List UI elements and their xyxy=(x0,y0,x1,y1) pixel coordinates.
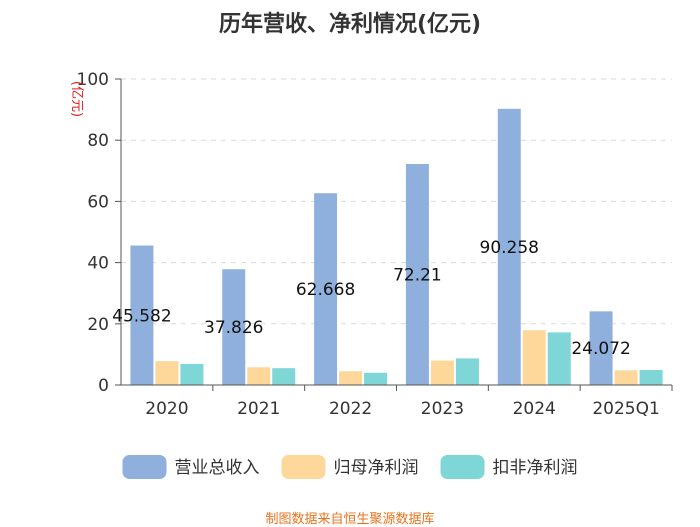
data-label: 45.582 xyxy=(112,306,171,326)
chart: 0 20 40 60 80 100(亿元) 2020 2021 2022 2023 2024 2025… xyxy=(69,70,673,479)
x-tick-label: 2023 xyxy=(421,399,464,419)
data-labels: 45.582 37.826 62.668 72.21 90.258 24.072 xyxy=(112,238,631,359)
x-tick-label: 2020 xyxy=(145,399,188,419)
bar-1 xyxy=(405,164,429,385)
bar-2 xyxy=(522,330,546,385)
data-label: 62.668 xyxy=(296,280,355,300)
bar-2 xyxy=(339,371,363,385)
footer-source: 制图数据来自恒生聚源数据库 xyxy=(265,512,435,527)
legend-label: 归母净利润 xyxy=(334,458,419,478)
y-tick-label: 0 xyxy=(98,376,109,396)
axes: 0 20 40 60 80 100(亿元) 2020 2021 2022 2023 2024 2025… xyxy=(69,70,673,419)
bar-1 xyxy=(222,269,246,385)
bar-3 xyxy=(180,363,204,385)
chart-title: 历年营收、净利情况(亿元) xyxy=(218,12,482,37)
legend-swatch xyxy=(122,455,167,479)
bar-3 xyxy=(547,332,571,385)
bar-3 xyxy=(272,368,296,385)
bar-2 xyxy=(155,361,179,385)
bar-1 xyxy=(497,108,521,385)
bar-2 xyxy=(614,370,638,385)
y-tick-label: 40 xyxy=(87,254,109,274)
bar-1 xyxy=(314,193,338,385)
data-label: 72.21 xyxy=(393,266,442,286)
legend: 营业总收入 归母净利润 扣非净利润 xyxy=(122,455,578,479)
data-label: 90.258 xyxy=(480,238,539,258)
x-tick-label: 2021 xyxy=(237,399,280,419)
x-tick-label: 2025Q1 xyxy=(592,399,659,419)
y-tick-label: 20 xyxy=(87,315,109,335)
bar-2 xyxy=(247,367,271,385)
bars xyxy=(130,108,663,385)
legend-label: 营业总收入 xyxy=(175,458,260,478)
bar-2 xyxy=(430,360,454,385)
data-label: 37.826 xyxy=(204,318,263,338)
data-label: 24.072 xyxy=(571,339,630,359)
x-tick-label: 2022 xyxy=(329,399,372,419)
y-tick-label: 60 xyxy=(87,192,109,212)
legend-swatch xyxy=(440,455,485,479)
legend-swatch xyxy=(281,455,326,479)
y-axis-label: (亿元) xyxy=(69,81,84,117)
bar-1 xyxy=(130,245,154,385)
bar-1 xyxy=(589,311,613,385)
y-tick-label: 100 xyxy=(77,70,109,90)
grid-lines xyxy=(121,78,672,325)
y-tick-label: 80 xyxy=(87,131,109,151)
bar-3 xyxy=(639,370,663,385)
bar-3 xyxy=(364,372,388,385)
x-tick-label: 2024 xyxy=(513,399,556,419)
legend-label: 扣非净利润 xyxy=(493,458,578,478)
bar-3 xyxy=(455,358,479,385)
